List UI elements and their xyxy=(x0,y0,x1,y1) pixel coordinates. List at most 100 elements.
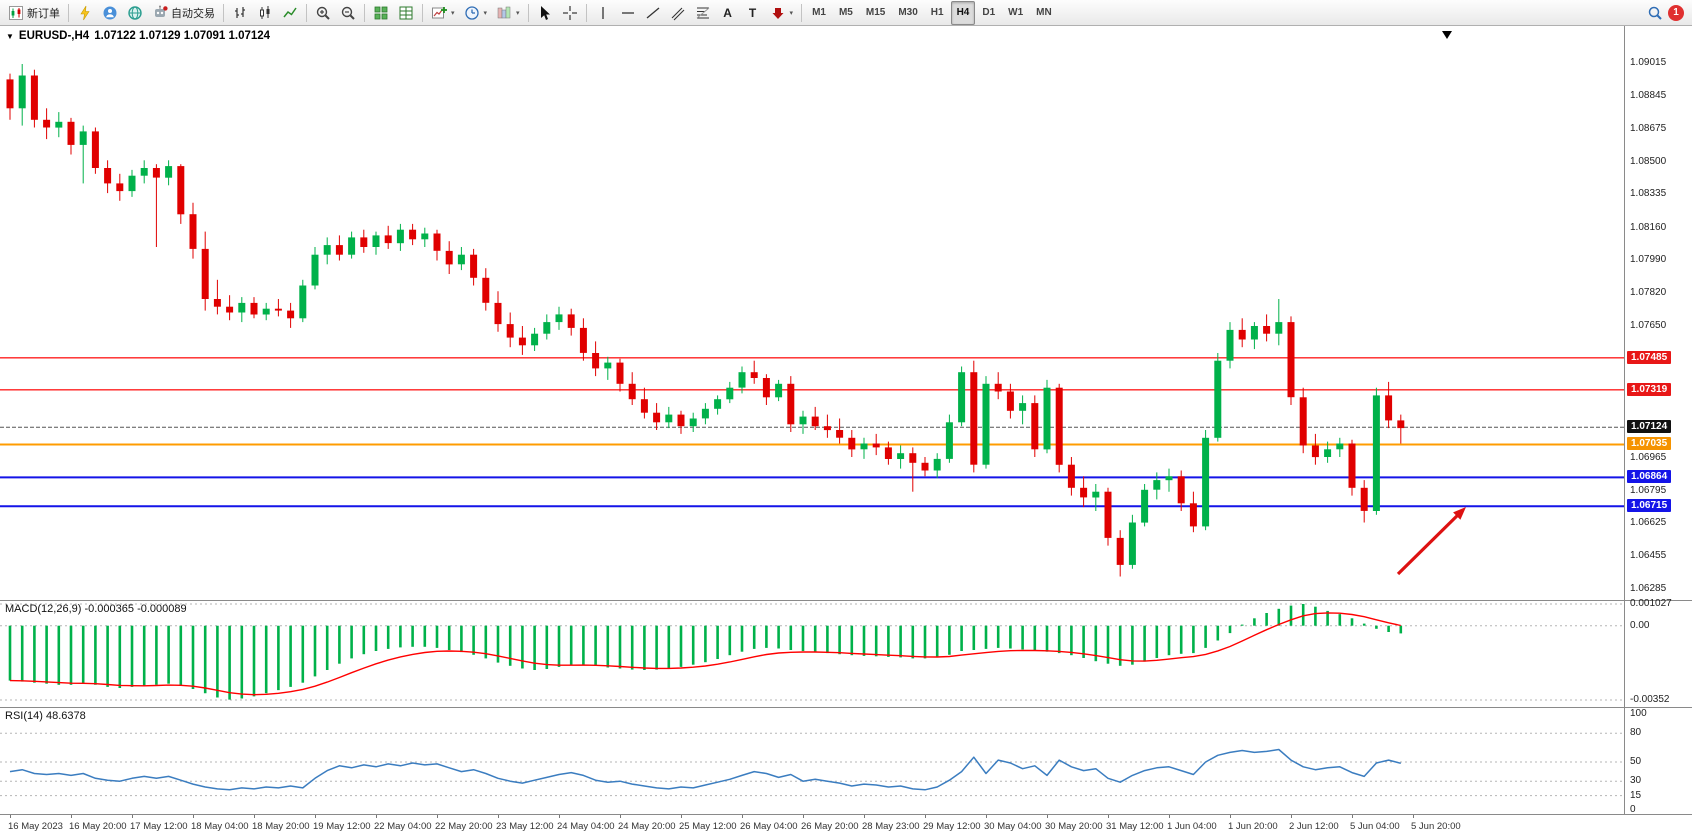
time-label: 18 May 20:00 xyxy=(252,821,310,832)
time-label: 1 Jun 04:00 xyxy=(1167,821,1217,832)
separator xyxy=(422,3,423,22)
favorites-button[interactable] xyxy=(73,2,97,24)
candle-body xyxy=(982,383,990,465)
time-tick xyxy=(620,814,621,818)
price-badge-1.07319: 1.07319 xyxy=(1627,383,1672,396)
time-label: 18 May 04:00 xyxy=(191,821,249,832)
candle-body xyxy=(604,362,612,369)
timeframe-button-H4[interactable]: H4 xyxy=(950,0,976,25)
community-button[interactable] xyxy=(98,2,122,24)
label-tool-button[interactable]: T xyxy=(741,2,765,24)
fibonacci-icon xyxy=(696,7,709,18)
notification-badge[interactable]: 1 xyxy=(1668,4,1684,21)
templates-button[interactable]: ▾ xyxy=(492,2,524,24)
candlestick-chart-button[interactable] xyxy=(253,2,277,24)
timeframe-button-M15[interactable]: M15 xyxy=(865,7,886,18)
trendline-tool-button[interactable] xyxy=(641,2,665,24)
symbol-dropdown-icon[interactable]: ▼ xyxy=(6,31,14,41)
time-tick xyxy=(437,814,438,818)
macd-canvas[interactable] xyxy=(0,600,1624,707)
candle-body xyxy=(91,131,99,168)
person-icon xyxy=(103,6,117,19)
candle-body xyxy=(116,183,124,192)
data-window-button[interactable] xyxy=(394,2,418,24)
market-button[interactable] xyxy=(123,2,147,24)
rsi-scale-label: 50 xyxy=(1630,756,1642,767)
candle-body xyxy=(665,414,673,423)
separator xyxy=(585,3,587,22)
macd-label: MACD(12,26,9) -0.000365 -0.000089 xyxy=(5,603,187,615)
periods-button[interactable]: ▾ xyxy=(460,2,492,24)
candle-body xyxy=(762,378,770,398)
candle-body xyxy=(567,314,575,328)
rsi-scale-label: 100 xyxy=(1630,708,1647,719)
timeframe-button-M1[interactable]: M1 xyxy=(812,7,826,18)
candle-body xyxy=(55,121,63,128)
new-order-button[interactable]: 新订单 xyxy=(4,2,64,24)
time-label: 16 May 20:00 xyxy=(69,821,127,832)
horizontal-line-tool-button[interactable] xyxy=(616,2,640,24)
panel-divider[interactable] xyxy=(0,600,1692,601)
timeframe-button-D1[interactable]: D1 xyxy=(982,7,996,18)
macd-panel[interactable]: MACD(12,26,9) -0.000365 -0.000089 xyxy=(0,600,1692,707)
timeframe-button-MN[interactable]: MN xyxy=(1036,7,1052,18)
cursor-tool-button[interactable] xyxy=(533,2,557,24)
text-tool-button[interactable]: A xyxy=(716,2,740,24)
new-chart-icon xyxy=(432,6,447,18)
candle-body xyxy=(860,443,868,450)
time-label: 30 May 04:00 xyxy=(984,821,1042,832)
new-order-label: 新订单 xyxy=(27,7,60,20)
candle-body xyxy=(226,306,234,313)
crosshair-tool-button[interactable] xyxy=(558,2,582,24)
rsi-panel[interactable]: RSI(14) 48.6378 xyxy=(0,707,1692,814)
candle-body xyxy=(848,437,856,450)
zoom-out-button[interactable] xyxy=(336,2,360,24)
time-tick xyxy=(10,814,11,818)
fibonacci-tool-button[interactable] xyxy=(691,2,715,24)
tile-windows-button[interactable] xyxy=(369,2,393,24)
new-chart-button[interactable]: ▾ xyxy=(427,2,459,24)
timeframe-button-H1[interactable]: H1 xyxy=(930,7,944,18)
candle-body xyxy=(921,462,929,471)
channel-tool-button[interactable] xyxy=(666,2,690,24)
timeframe-button-W1[interactable]: W1 xyxy=(1008,7,1024,18)
candle-body xyxy=(1348,443,1356,488)
time-tick xyxy=(71,814,72,818)
zoom-in-button[interactable] xyxy=(311,2,335,24)
text-tool-label: A xyxy=(723,5,732,20)
price-badge-1.06864: 1.06864 xyxy=(1627,470,1672,483)
main-chart-panel[interactable]: ▼ EURUSD-,H4 1.07122 1.07129 1.07091 1.0… xyxy=(0,26,1692,600)
candles xyxy=(6,64,1405,577)
search-button[interactable] xyxy=(1643,2,1667,24)
timeframe-button-M30[interactable]: M30 xyxy=(898,7,918,18)
timeframe-button-M5[interactable]: M5 xyxy=(838,7,853,18)
vertical-line-tool-button[interactable] xyxy=(591,2,615,24)
rsi-canvas[interactable] xyxy=(0,707,1624,814)
bar-chart-button[interactable] xyxy=(228,2,252,24)
candle-body xyxy=(104,168,112,184)
candle-body xyxy=(67,121,75,145)
price-scale-label: 1.06625 xyxy=(1630,517,1667,528)
trend-arrow-annotation[interactable] xyxy=(1396,511,1462,576)
autotrade-button[interactable]: 自动交易 xyxy=(148,2,219,24)
candle-body xyxy=(494,302,502,325)
time-tick xyxy=(1108,814,1109,818)
chart-shift-marker-icon[interactable] xyxy=(1442,31,1452,39)
candle-body xyxy=(445,250,453,265)
time-label: 28 May 23:00 xyxy=(862,821,920,832)
arrows-tool-button[interactable]: ▾ xyxy=(766,2,798,24)
main-chart-canvas[interactable] xyxy=(0,26,1624,600)
time-tick xyxy=(1230,814,1231,818)
candle-body xyxy=(1397,420,1405,429)
candle-body xyxy=(1153,480,1161,490)
candle-body xyxy=(470,254,478,278)
clock-icon xyxy=(464,5,479,20)
candle-body xyxy=(152,168,160,178)
candle-body xyxy=(958,372,966,423)
time-label: 31 May 12:00 xyxy=(1106,821,1164,832)
panel-divider[interactable] xyxy=(0,707,1692,708)
time-tick xyxy=(315,814,316,818)
line-chart-button[interactable] xyxy=(278,2,302,24)
price-scale-label: 1.08500 xyxy=(1630,156,1667,167)
